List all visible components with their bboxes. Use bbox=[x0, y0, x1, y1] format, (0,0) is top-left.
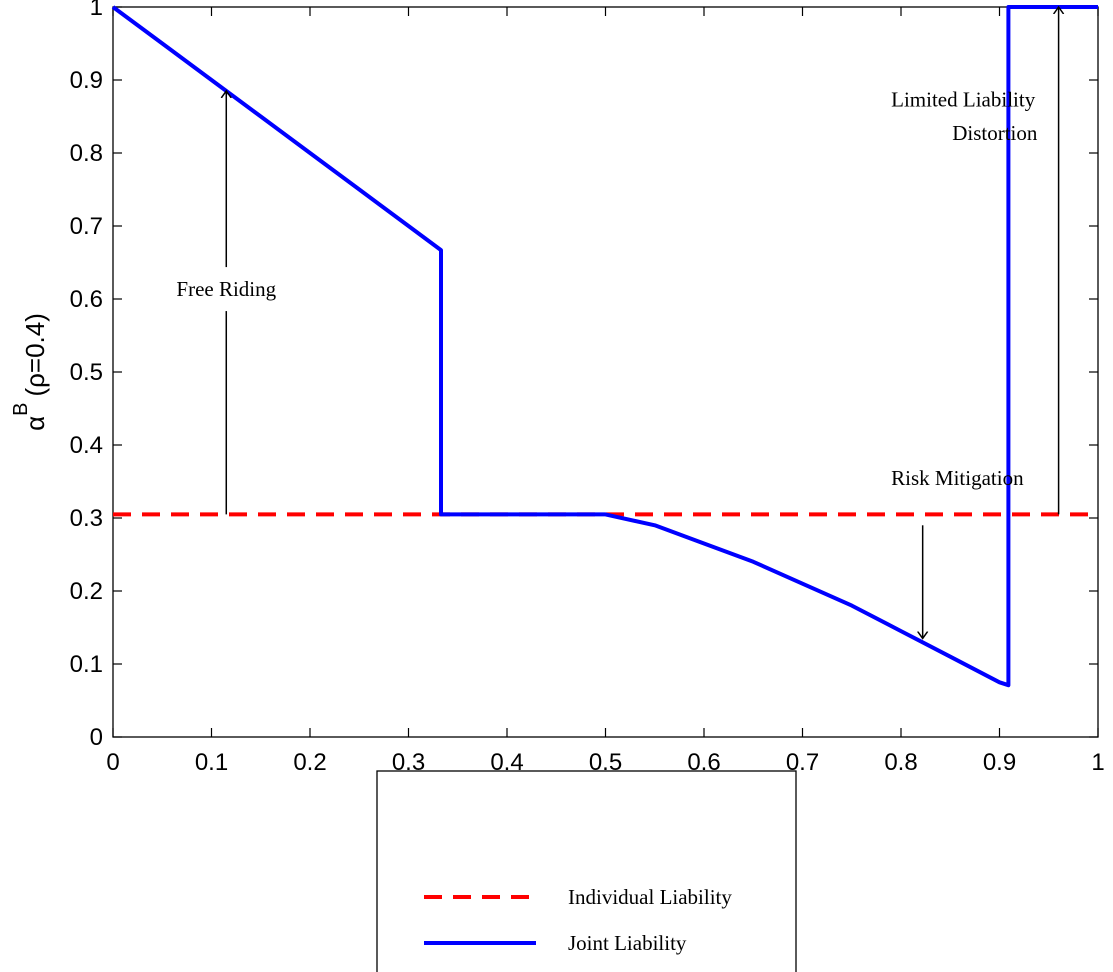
svg-text:αB(ρ=0.4): αB (ρ=0.4) bbox=[10, 313, 50, 431]
annotation-limited-liability: Limited Liability bbox=[891, 87, 1036, 111]
x-tick-label: 0 bbox=[106, 749, 119, 776]
x-tick-label: 0.8 bbox=[884, 749, 917, 776]
y-axis-label-base: α bbox=[20, 416, 50, 431]
y-tick-label: 0.4 bbox=[70, 432, 103, 459]
x-tick-label: 0.2 bbox=[293, 749, 326, 776]
annotation-distortion: Distortion bbox=[952, 121, 1038, 145]
x-tick-label: 0.9 bbox=[983, 749, 1016, 776]
y-tick-label: 0.1 bbox=[70, 651, 103, 678]
annotation-layer: Free Riding Risk Mitigation Limited Liabil… bbox=[172, 7, 1058, 638]
y-axis-label: αB (ρ=0.4) bbox=[10, 313, 50, 431]
legend-label-joint-liability: Joint Liability bbox=[568, 931, 687, 955]
annotation-risk-mitigation: Risk Mitigation bbox=[891, 466, 1024, 490]
legend-label-individual-liability: Individual Liability bbox=[568, 885, 732, 909]
y-tick-label: 0.8 bbox=[70, 140, 103, 167]
y-tick-label: 0.3 bbox=[70, 505, 103, 532]
y-tick-label: 0.6 bbox=[70, 286, 103, 313]
x-tick-label: 1 bbox=[1091, 749, 1104, 776]
annotation-label-background bbox=[172, 267, 281, 312]
legend-box bbox=[376, 770, 797, 972]
y-tick-label: 0 bbox=[90, 724, 103, 751]
y-tick-label: 0.2 bbox=[70, 578, 103, 605]
y-axis-label-sup: B bbox=[10, 403, 32, 416]
y-tick-label: 0.5 bbox=[70, 359, 103, 386]
y-axis-label-suffix: (ρ=0.4) bbox=[20, 313, 50, 396]
x-tick-label: 0.1 bbox=[195, 749, 228, 776]
series-layer bbox=[111, 5, 1098, 688]
series-line-joint-liability bbox=[111, 5, 1098, 688]
legend: Individual Liability Joint Liability bbox=[376, 770, 797, 972]
annotation-free-riding: Free Riding bbox=[176, 277, 276, 301]
y-tick-label: 0.7 bbox=[70, 213, 103, 240]
y-tick-label: 1 bbox=[90, 0, 103, 21]
y-tick-label: 0.9 bbox=[70, 67, 103, 94]
